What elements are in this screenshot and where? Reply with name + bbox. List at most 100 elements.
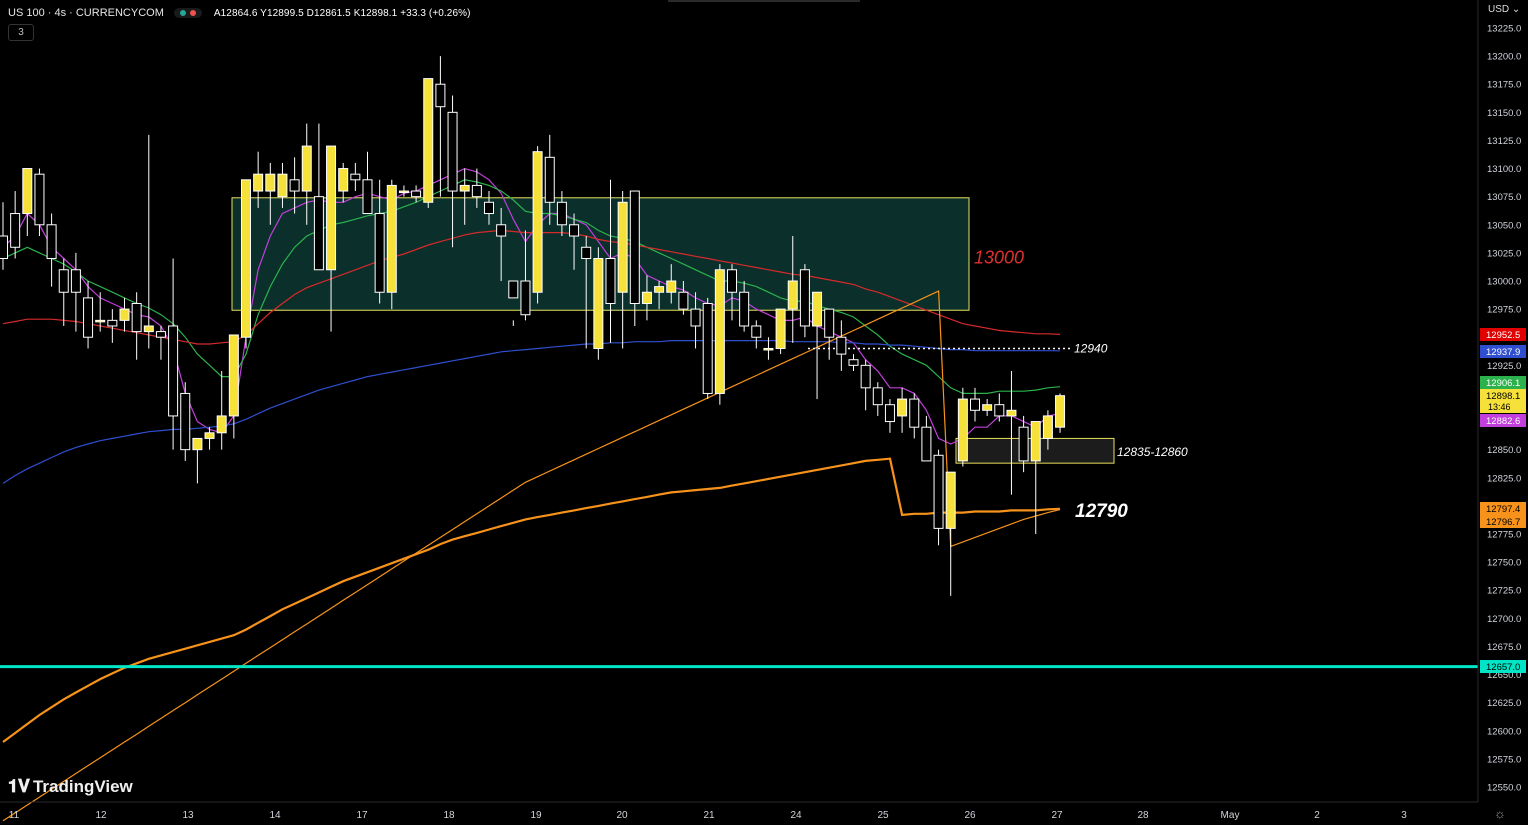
candle-body xyxy=(970,398,980,411)
price-tag: 12882.6 xyxy=(1480,414,1526,427)
candle-body xyxy=(654,286,665,293)
candle xyxy=(872,382,883,416)
candle xyxy=(1030,421,1041,534)
candle xyxy=(241,179,251,349)
indicator-count: 3 xyxy=(18,27,24,38)
annotation-12790: 12790 xyxy=(1075,501,1128,522)
price-tag-label: 12882.6 xyxy=(1486,416,1520,427)
candle xyxy=(812,291,823,400)
candle-body xyxy=(812,291,823,327)
x-tick-label: 17 xyxy=(356,810,368,821)
price-tag-bg xyxy=(1480,376,1526,389)
candle-body xyxy=(666,280,677,293)
candle xyxy=(192,437,203,484)
price-tag-bg xyxy=(1480,345,1526,358)
candle xyxy=(933,449,944,546)
candle-body xyxy=(848,359,859,366)
candle-body xyxy=(70,269,81,293)
candle-body xyxy=(702,302,713,394)
y-tick-label: 12775.0 xyxy=(1487,530,1521,541)
candle xyxy=(678,281,689,315)
candle-body xyxy=(508,280,519,299)
chevron-down-icon: ⌄ xyxy=(1511,4,1521,15)
candle-body xyxy=(253,173,264,192)
candle xyxy=(253,151,264,208)
candle xyxy=(168,258,179,450)
currency-label: USD xyxy=(1488,4,1510,15)
y-tick-label: 13125.0 xyxy=(1487,136,1521,147)
candle xyxy=(629,190,640,326)
candle xyxy=(787,236,798,343)
candle xyxy=(180,382,191,461)
candle-body xyxy=(313,196,324,271)
candle-body xyxy=(1018,426,1029,462)
price-tag-bg xyxy=(1480,515,1526,528)
candle-body xyxy=(520,280,531,316)
candle xyxy=(617,191,628,349)
price-tag: 12898.113:46 xyxy=(1480,389,1526,413)
candle xyxy=(544,134,555,225)
candle xyxy=(605,179,616,343)
candle-body xyxy=(192,437,203,451)
candle xyxy=(70,252,81,332)
tradingview-logo-icon: 𝟏𝐕 xyxy=(8,776,30,796)
candle-body xyxy=(1042,415,1053,439)
candle xyxy=(921,415,932,462)
candle xyxy=(824,308,835,360)
price-tag: 12937.9 xyxy=(1480,345,1526,358)
price-tag-bg xyxy=(1480,660,1526,673)
annotation-12835-12860: 12835-12860 xyxy=(1117,445,1188,459)
candle xyxy=(581,236,592,349)
y-tick-label: 12750.0 xyxy=(1487,558,1521,569)
candle xyxy=(532,146,543,304)
candle xyxy=(739,281,750,332)
candle-body xyxy=(581,246,592,260)
y-tick-label: 12925.0 xyxy=(1487,361,1521,372)
price-tag-bg xyxy=(1480,414,1526,427)
candle xyxy=(277,162,288,208)
candle xyxy=(593,247,604,360)
candle-body xyxy=(569,224,580,237)
x-tick-label: 21 xyxy=(703,810,715,821)
candle xyxy=(143,134,154,349)
x-tick-label: 3 xyxy=(1401,810,1407,821)
x-tick-label: 20 xyxy=(616,810,628,821)
candle-body xyxy=(22,168,33,215)
candle-body xyxy=(301,145,312,192)
candle xyxy=(301,123,312,225)
candle xyxy=(556,191,567,237)
candle xyxy=(1055,393,1066,433)
candle-body xyxy=(216,415,227,434)
y-tick-label: 12625.0 xyxy=(1487,698,1521,709)
candle-body xyxy=(471,184,482,198)
ohlc-values: A12864.6 Y12899.5 D12861.5 K12898.1 +33.… xyxy=(213,7,471,19)
candle-body xyxy=(398,190,409,194)
y-tick-label: 12825.0 xyxy=(1487,473,1521,484)
candle-body xyxy=(241,179,251,338)
candle-body xyxy=(459,184,470,192)
candle xyxy=(435,56,446,197)
candle xyxy=(0,202,8,270)
x-tick-label: 13 xyxy=(182,810,194,821)
indicator-toggle[interactable]: 3 xyxy=(8,24,34,41)
gear-icon[interactable]: ☼ xyxy=(1494,806,1506,821)
candle-body xyxy=(362,179,373,215)
symbol-title[interactable]: US 100 · 4s · CURRENCYCOM xyxy=(8,7,164,19)
market-status-icon[interactable] xyxy=(173,8,202,18)
x-tick-label: 14 xyxy=(269,810,281,821)
candle-body xyxy=(787,280,798,310)
candle-body xyxy=(982,404,993,411)
candle-body xyxy=(617,201,628,293)
x-tick-label: 18 xyxy=(443,810,455,821)
candle-body xyxy=(326,145,337,271)
candle-body xyxy=(386,184,397,293)
candle-body xyxy=(824,308,835,338)
candle-body xyxy=(629,190,640,304)
x-tick-label: 27 xyxy=(1051,810,1063,821)
candle-body xyxy=(435,83,446,108)
candle xyxy=(471,168,482,208)
x-tick-label: 2 xyxy=(1314,810,1320,821)
currency-selector[interactable]: USD ⌄ xyxy=(1488,4,1520,15)
candle-body xyxy=(1055,395,1066,428)
